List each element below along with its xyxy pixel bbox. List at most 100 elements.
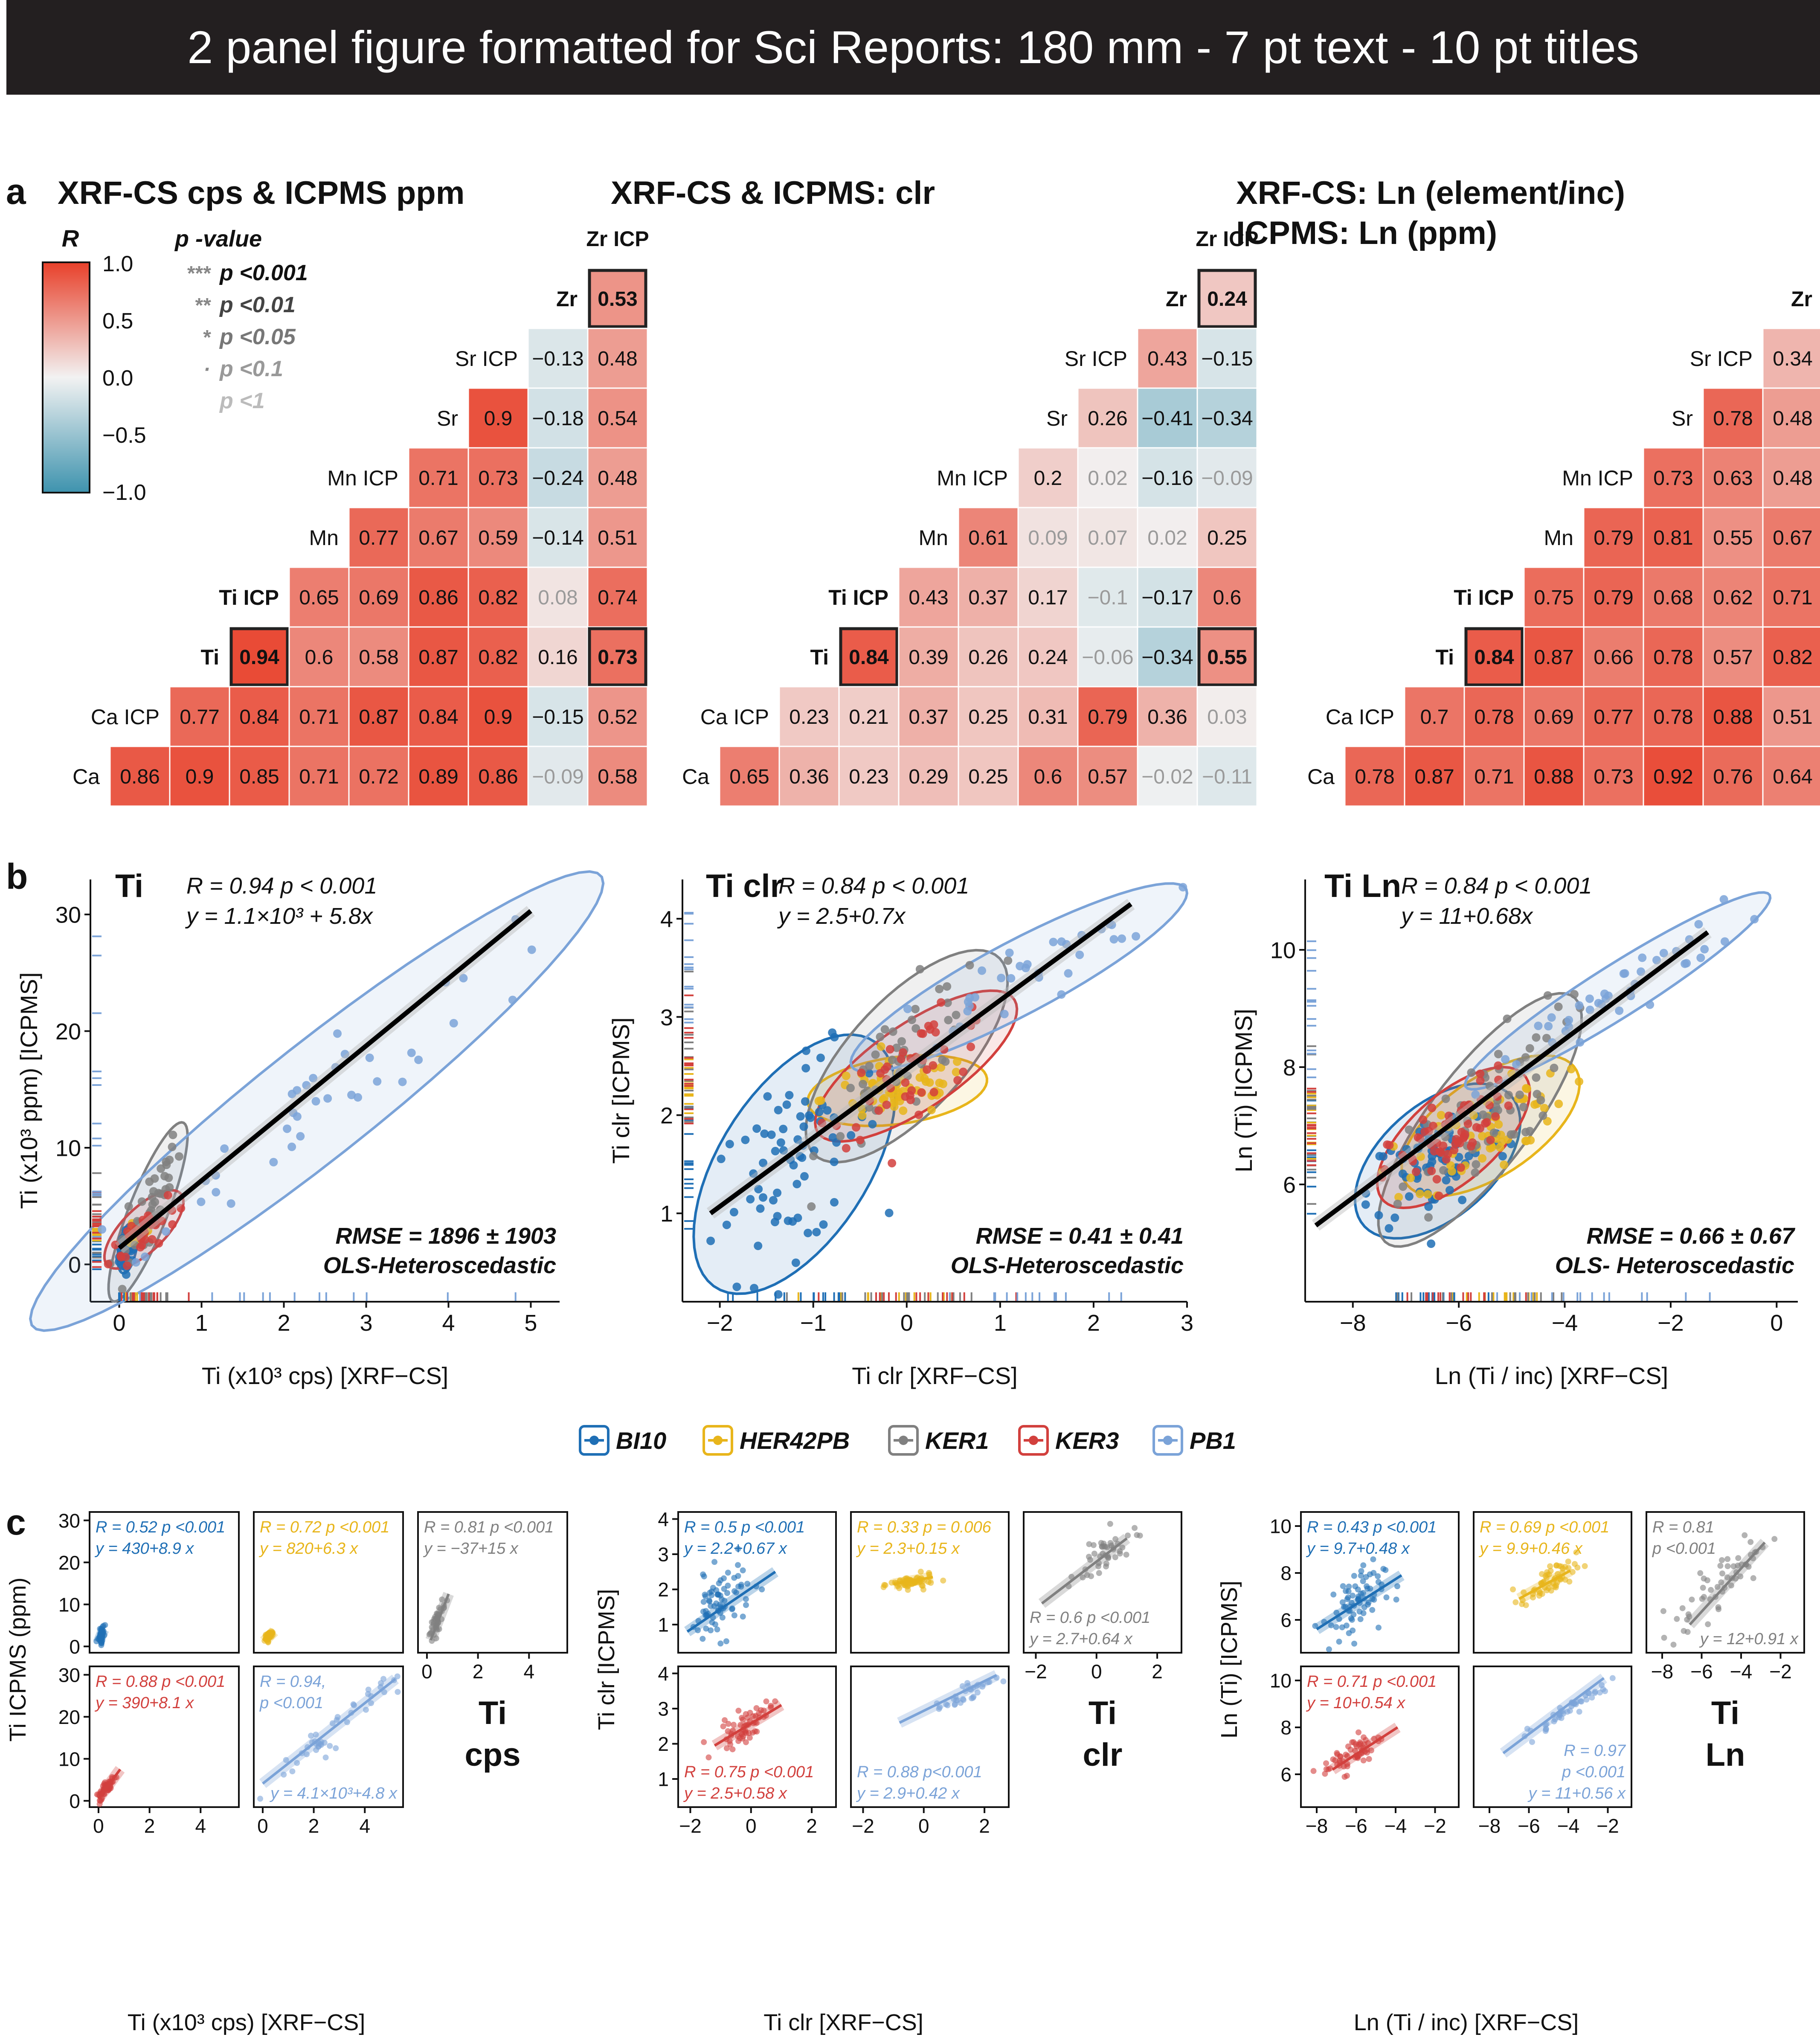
facet-stat: y = 2.9+0.42 x [856,1785,961,1802]
data-point-her42pb [880,1094,889,1103]
facet-point [1569,1569,1576,1575]
facet-point [1383,1594,1390,1601]
facet-point [740,1613,746,1620]
heatmap-cell [527,566,589,628]
facet-point [1117,1550,1123,1557]
y-tick-label: 10 [1270,1670,1292,1692]
facet-point [700,1636,706,1642]
heatmap-cell [408,746,469,807]
facet-point [1661,1634,1667,1641]
facet-point [1380,1566,1387,1572]
data-point-ker3 [1442,1155,1451,1164]
facet-point [896,1585,903,1591]
data-point-pb1 [283,1124,292,1133]
y-axis-label: Ti (x10³ ppm) [ICPMS] [15,972,42,1209]
data-point-her42pb [1500,1160,1509,1169]
data-point-bi10 [769,1196,778,1205]
facet-fit-line [430,1593,450,1641]
cell-value: 0.39 [909,646,948,669]
plot-frame [417,1511,568,1654]
heatmap-cell [587,507,648,568]
figure-title: 2 panel figure formatted for Sci Reports… [187,21,1639,73]
x-tick-label: −4 [1385,1815,1407,1837]
cell-value: 0.36 [789,766,829,788]
heatmap-cell [1762,328,1820,389]
heatmap-cell [169,746,230,807]
row-label: Ti [810,645,829,669]
data-point-bi10 [1361,1200,1370,1209]
cell-value: 0.54 [598,407,637,430]
cell-value: 0.36 [1147,706,1187,728]
p-label: p <0.05 [219,325,296,349]
facet-ker3: 0 2 4 0 10 20 30 R = 0.88 p <0.001 y = 390+8.1 x [58,1664,240,1837]
facet-stat: y = 9.9+0.46 x [1478,1540,1583,1558]
data-point-ker3 [1437,1148,1446,1157]
facet-her42pb: R = 0.72 p <0.001 y = 820+6.3 x [253,1511,404,1654]
data-point-pb1 [311,1097,320,1106]
data-point-ker3 [1450,1146,1459,1155]
facet-point [1112,1536,1119,1542]
data-point-bi10 [796,1112,805,1121]
x-tick-label: −8 [1340,1310,1366,1336]
scatter-title: Ti Ln [1324,868,1401,904]
data-point-ker3 [876,1069,885,1078]
facet-stat: y = 10+0.54 x [1306,1694,1406,1712]
x-tick-label: 0 [918,1815,929,1837]
facet-point [722,1717,728,1724]
data-point-ker3 [1427,1167,1436,1175]
data-point-bi10 [760,1129,769,1138]
data-point-ker3 [1494,1061,1503,1070]
facet-point [960,1697,967,1703]
data-point-ker1 [1494,1050,1503,1059]
row-label: Sr ICP [1690,347,1753,371]
p-label: p <0.1 [219,357,283,381]
cell-value: 0.81 [1653,527,1693,549]
heatmap-cell [1137,387,1198,449]
data-point-bi10 [830,1158,839,1167]
facet-point [959,1683,966,1689]
facet-point [723,1745,730,1751]
facet-point [1370,1570,1377,1576]
y-tick-label: 10 [1270,1515,1292,1538]
facet-point [1355,1586,1361,1593]
facet-point [1771,1536,1778,1542]
facet-fit-line [714,1704,782,1747]
title-banner: 2 panel figure formatted for Sci Reports… [6,0,1820,95]
facet-point [1674,1616,1680,1622]
data-point-pb1 [373,1077,382,1086]
data-point-pb1 [287,1142,296,1151]
cell-value: 0.78 [1713,407,1753,430]
colour-bar [42,261,90,493]
cell-value: 0.48 [598,467,637,490]
data-point-ker1 [1503,1014,1512,1023]
legend-key-dot [589,1436,599,1445]
data-point-pb1 [1000,1010,1009,1019]
data-point-ker3 [940,1045,949,1054]
data-point-bi10 [819,1220,828,1229]
data-point-bi10 [1390,1213,1399,1222]
data-point-pb1 [333,1029,342,1038]
heatmap-cell [348,507,409,568]
facet-fit-line [1689,1541,1766,1626]
facet-point [1578,1698,1585,1705]
facet-point [1345,1588,1352,1594]
facet-point [1724,1574,1730,1581]
facet-point [322,1754,329,1761]
data-point-ker3 [897,1055,906,1064]
facet-point [1701,1594,1707,1600]
facet-point [723,1638,729,1645]
data-point-bi10 [754,1242,763,1251]
cell-value: 0.74 [598,586,637,609]
data-point-ker3 [818,1119,827,1128]
data-point-bi10 [784,1216,792,1225]
significance-box [1464,627,1524,687]
facet-point [308,1732,314,1739]
cell-value: 0.94 [239,646,279,669]
row-label: Ca ICP [1326,705,1394,729]
data-point-ker1 [941,1057,950,1066]
facet-stat: R = 0.94, [260,1673,326,1691]
data-point-bi10 [717,1155,726,1164]
data-point-ker3 [929,1020,938,1029]
data-point-bi10 [722,1220,731,1229]
rmse-stat: RMSE = 1896 ± 1903 [336,1223,556,1249]
